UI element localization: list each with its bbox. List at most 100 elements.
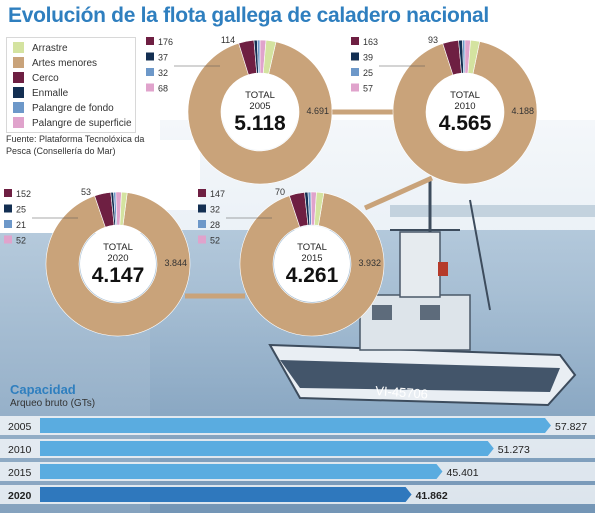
legend-label: Cerco <box>32 73 59 84</box>
legend-label: Enmalle <box>32 88 69 99</box>
connector-line <box>363 175 434 211</box>
legend-item-artes-menores: Artes menores <box>13 57 97 69</box>
legend-item-enmalle: Enmalle <box>13 87 68 99</box>
label-swatch-palangre-de-fondo <box>351 68 359 76</box>
legend-label: Palangre de superficie <box>32 118 132 129</box>
donut-total-label: TOTAL <box>450 90 480 101</box>
label-swatch-enmalle <box>4 204 12 213</box>
donut-total-value: 5.118 <box>234 112 286 135</box>
bar-value-label: 45.401 <box>446 467 478 479</box>
label-swatch-palangre-de-superficie <box>351 83 359 92</box>
bar-2005 <box>40 418 551 433</box>
donut-year-label: 2005 <box>249 101 270 112</box>
legend-swatch <box>13 102 24 113</box>
data-label-palangre-de-superficie: 52 <box>210 236 220 246</box>
donut-charts: TOTAL20055.1184.691114176373268TOTAL2010… <box>4 35 538 337</box>
donut-year-label: 2020 <box>107 253 128 264</box>
donut-year-label: 2010 <box>454 101 475 112</box>
label-swatch-palangre-de-fondo <box>146 68 154 76</box>
donut-slice-artes-menores <box>45 192 191 337</box>
capacity-title: Capacidad <box>10 382 76 397</box>
donut-slice-artes-menores <box>239 192 385 337</box>
label-swatch-cerco <box>4 189 12 197</box>
bar-row-2010: 2010 51.273 <box>0 439 595 458</box>
data-label-artes-menores: 3.932 <box>358 258 381 268</box>
bar-value-label: 41.862 <box>416 490 448 502</box>
donut-hole <box>427 74 503 150</box>
legend-swatch <box>13 57 24 68</box>
label-swatch-cerco <box>351 37 359 45</box>
capacity-bar-chart: 2005 57.827 2010 51.273 2015 45.401 2020 41.862 <box>0 416 595 504</box>
bar-value-label: 57.827 <box>555 421 587 433</box>
data-label-arrastre: 114 <box>221 35 235 45</box>
legend: Arrastre Artes menores Cerco Enmalle Pal… <box>6 37 136 133</box>
bar-category-label: 2010 <box>8 444 32 456</box>
donut-total-value: 4.261 <box>286 264 339 287</box>
data-label-arrastre: 93 <box>428 35 438 45</box>
donut-hole <box>80 226 156 302</box>
data-label-palangre-de-superficie: 52 <box>16 236 26 246</box>
donut-slice-arrastre <box>467 39 480 75</box>
data-label-cerco: 163 <box>363 37 378 47</box>
legend-item-arrastre: Arrastre <box>13 42 68 54</box>
data-label-enmalle: 39 <box>363 53 373 63</box>
label-swatch-palangre-de-superficie <box>4 235 12 244</box>
data-label-palangre-de-superficie: 57 <box>363 84 373 94</box>
bar-row-2005: 2005 57.827 <box>0 416 595 435</box>
data-label-artes-menores: 3.844 <box>164 258 187 268</box>
bar-row-2015: 2015 45.401 <box>0 462 595 481</box>
data-label-palangre-de-fondo: 21 <box>16 220 26 230</box>
legend-label: Palangre de fondo <box>32 103 114 114</box>
legend-swatch <box>13 42 24 53</box>
donut-slice-arrastre <box>314 191 325 226</box>
data-label-artes-menores: 4.188 <box>511 106 534 116</box>
svg-text:VI-45706: VI-45706 <box>375 383 429 402</box>
donut-hole <box>274 226 350 302</box>
legend-item-palangre-de-fondo: Palangre de fondo <box>13 102 114 114</box>
background-photo: VI-45706 <box>0 28 595 513</box>
data-label-enmalle: 37 <box>158 53 168 63</box>
data-label-palangre-de-fondo: 25 <box>363 68 373 78</box>
legend-swatch <box>13 87 24 98</box>
data-label-cerco: 152 <box>16 189 31 199</box>
data-label-cerco: 176 <box>158 37 173 47</box>
legend-label: Artes menores <box>32 58 98 69</box>
data-label-arrastre: 53 <box>81 187 91 197</box>
page-title: Evolución de la flota gallega de calader… <box>8 4 489 27</box>
donut-slice-artes-menores <box>187 41 333 185</box>
legend-swatch <box>13 117 24 128</box>
label-swatch-cerco <box>146 37 154 45</box>
legend-swatch <box>13 72 24 83</box>
donut-total-label: TOTAL <box>103 242 133 253</box>
data-label-palangre-de-fondo: 28 <box>210 220 220 230</box>
donut-slice-artes-menores <box>392 41 538 185</box>
label-swatch-palangre-de-fondo <box>4 220 12 228</box>
donut-year-label: 2015 <box>301 253 322 264</box>
legend-item-palangre-de-superficie: Palangre de superficie <box>13 117 132 129</box>
donut-total-value: 4.147 <box>92 264 145 287</box>
bar-category-label: 2020 <box>8 490 32 502</box>
donut-total-label: TOTAL <box>245 90 275 101</box>
legend-label: Arrastre <box>32 43 68 54</box>
label-swatch-cerco <box>198 189 206 197</box>
label-swatch-enmalle <box>198 204 206 213</box>
label-swatch-palangre-de-fondo <box>198 220 206 228</box>
label-swatch-enmalle <box>146 52 154 61</box>
bar-row-2020: 2020 41.862 <box>0 485 595 504</box>
source-note: Fuente: Plataforma Tecnolóxica da Pesca … <box>6 134 145 156</box>
label-swatch-enmalle <box>351 52 359 61</box>
data-label-artes-menores: 4.691 <box>306 106 329 116</box>
data-label-arrastre: 70 <box>275 187 285 197</box>
capacity-subtitle: Arqueo bruto (GTs) <box>10 398 96 409</box>
donut-total-value: 4.565 <box>439 112 492 135</box>
bar-category-label: 2015 <box>8 467 32 479</box>
bar-2020 <box>40 487 412 502</box>
donut-slice-arrastre <box>119 191 128 226</box>
fishing-boat-illustration: VI-45706 <box>268 180 577 407</box>
label-swatch-palangre-de-superficie <box>146 83 154 92</box>
bar-category-label: 2005 <box>8 421 32 433</box>
